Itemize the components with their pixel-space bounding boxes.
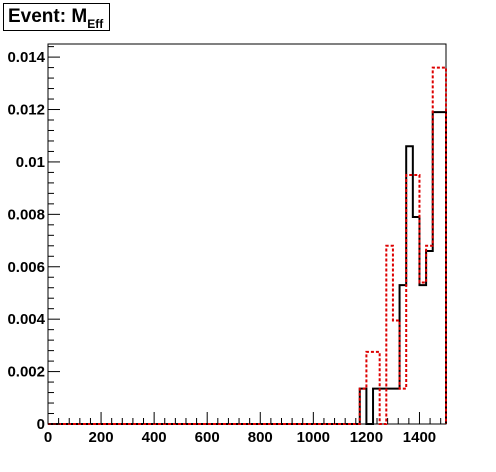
x-tick-label: 1400 — [403, 429, 436, 446]
x-tick-label: 200 — [89, 429, 114, 446]
y-tick-label: 0.008 — [7, 206, 45, 223]
series-0-outline — [48, 111, 447, 425]
x-tick-label: 600 — [195, 429, 220, 446]
x-tick-label: 1200 — [350, 429, 383, 446]
y-tick-label: 0.014 — [7, 49, 45, 66]
x-tick-label: 0 — [44, 429, 52, 446]
y-tick-label: 0.002 — [7, 364, 45, 381]
y-tick-label: 0.004 — [7, 311, 45, 328]
x-tick-label: 400 — [142, 429, 167, 446]
x-tick-label: 800 — [248, 429, 273, 446]
series-layer — [48, 66, 447, 425]
y-tick-label: 0.006 — [7, 259, 45, 276]
series-1-dotted — [48, 66, 447, 425]
ticks — [47, 46, 442, 425]
chart-title-subscript: Eff — [87, 17, 104, 31]
y-tick-label: 0.012 — [7, 102, 45, 119]
tick-labels: 0 200 400 600 800 1000 1200 1400 0 0.002 0.004 0.00… — [7, 49, 436, 446]
series-1-outline — [48, 66, 447, 425]
series-0-solid — [48, 111, 447, 425]
chart-title: Event: M Eff — [3, 3, 111, 31]
plot-frame — [47, 43, 447, 425]
axes — [47, 43, 447, 425]
y-tick-label: 0.01 — [16, 154, 45, 171]
y-tick-label: 0 — [37, 416, 45, 433]
chart-title-main: Event: M — [8, 6, 88, 27]
x-tick-label: 1000 — [297, 429, 330, 446]
